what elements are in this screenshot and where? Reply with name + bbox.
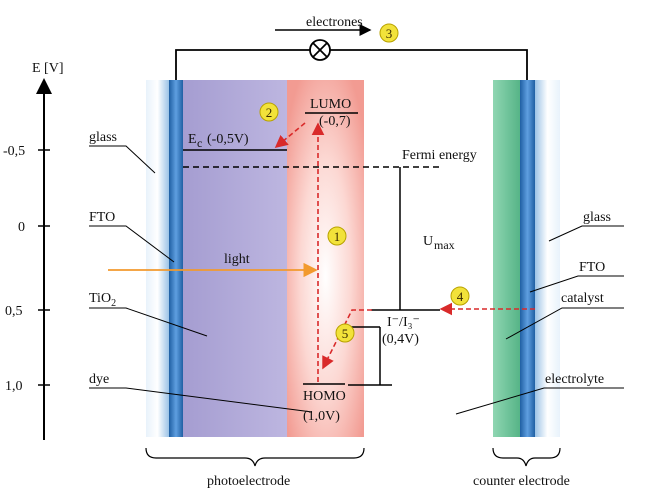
axis-tick-label: 0 — [18, 220, 25, 235]
redox-couple-label: I⁻/I₃⁻ — [387, 315, 420, 330]
glass-label-left: glass — [89, 130, 117, 145]
lumo-value: (-0,7) — [319, 114, 351, 129]
glass-leader-right — [548, 225, 624, 242]
homo-label: HOMO — [303, 389, 346, 404]
counter-electrode-brace: counter electrode — [473, 447, 570, 489]
step-marker-5: 5 — [335, 323, 355, 343]
glass-layer-right — [535, 80, 560, 437]
external-circuit: electrones — [175, 15, 528, 80]
fto-leader-left — [89, 225, 175, 263]
fto-label-right: FTO — [579, 260, 605, 275]
tio2-layer — [183, 80, 287, 437]
ec-label: E — [188, 132, 197, 147]
dye-layer — [287, 80, 364, 437]
photoelectrode-layers — [146, 80, 364, 437]
fermi-energy-label: Fermi energy — [402, 148, 477, 163]
left-component-labels: glass FTO TiO2 dye — [89, 130, 313, 413]
step-marker-3: 3 — [379, 23, 399, 43]
dye-label: dye — [89, 372, 109, 387]
load-symbol — [309, 39, 331, 61]
catalyst-leader — [505, 307, 624, 340]
electrons-label: electrones — [306, 15, 363, 30]
injection-arrow — [274, 122, 306, 149]
umax-main: U — [423, 234, 433, 249]
umax-label: U max — [423, 234, 455, 252]
homo-value: (1,0V) — [303, 409, 340, 424]
ec-subscript: c — [197, 136, 202, 150]
light-label: light — [224, 252, 250, 267]
svg-text:5: 5 — [342, 326, 349, 341]
step-marker-4: 4 — [450, 286, 470, 306]
electron-path — [274, 122, 535, 382]
photoelectrode-label: photoelectrode — [207, 474, 290, 489]
lumo-label: LUMO — [310, 97, 351, 112]
tio2-label: TiO2 — [89, 291, 116, 309]
ec-value: (-0,5V) — [207, 132, 249, 147]
counter-electrode-layers — [493, 80, 560, 437]
redox-value: (0,4V) — [382, 332, 419, 347]
tio2-leader — [89, 307, 208, 337]
glass-leader-left — [89, 145, 156, 174]
photoelectrode-brace: photoelectrode — [145, 447, 365, 489]
axis-tick-label: 0,5 — [5, 304, 23, 319]
glass-layer-left — [146, 80, 169, 437]
svg-text:2: 2 — [266, 105, 273, 120]
regeneration-arrow — [322, 309, 372, 370]
dye-leader — [89, 387, 313, 413]
axis-tick-label: 1,0 — [5, 379, 23, 394]
electrolyte-label: electrolyte — [545, 372, 604, 387]
svg-text:1: 1 — [334, 229, 341, 244]
axis-tick-label: -0,5 — [3, 144, 25, 159]
right-component-labels: glass FTO catalyst electrolyte — [455, 210, 624, 415]
counter-electrode-label: counter electrode — [473, 474, 570, 489]
electrolyte-leader — [455, 387, 624, 415]
svg-text:3: 3 — [386, 26, 393, 41]
umax-subscript: max — [434, 238, 455, 252]
catalyst-layer — [493, 80, 520, 437]
fto-label-left: FTO — [89, 210, 115, 225]
fto-layer-right — [520, 80, 535, 437]
axis-label: E [V] — [32, 61, 64, 76]
fto-leader-right — [529, 275, 624, 293]
fto-layer-left — [169, 80, 183, 437]
step-marker-1: 1 — [327, 226, 347, 246]
energy-axis: E [V] -0,5 0 0,5 1,0 — [3, 61, 64, 440]
conduction-band-label: E c (-0,5V) — [188, 132, 249, 150]
energy-levels — [183, 112, 440, 386]
svg-text:4: 4 — [457, 289, 464, 304]
catalyst-label: catalyst — [561, 291, 604, 306]
step-marker-2: 2 — [259, 102, 279, 122]
glass-label-right: glass — [583, 210, 611, 225]
